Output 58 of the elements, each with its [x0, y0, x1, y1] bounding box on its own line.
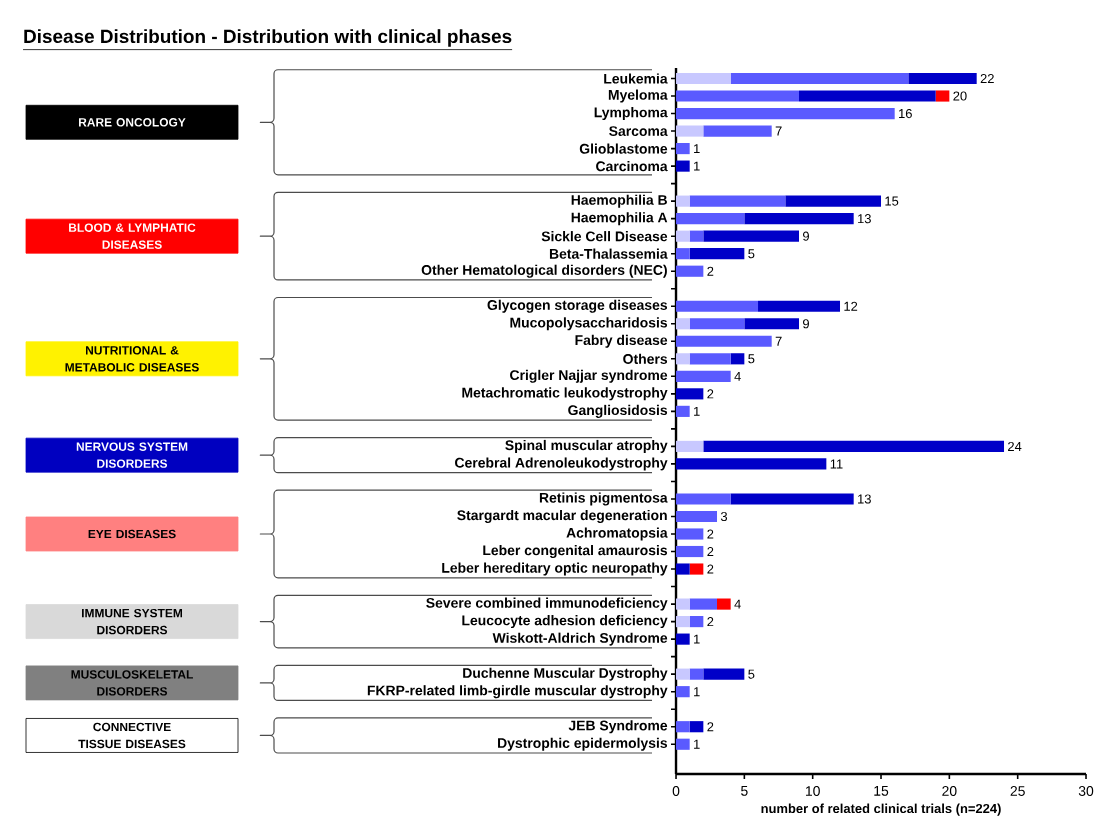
- bar: [676, 230, 690, 242]
- bar: [676, 510, 718, 522]
- bar: [730, 353, 745, 365]
- bar: [744, 318, 800, 330]
- bar: [703, 230, 800, 242]
- bar: [676, 300, 759, 312]
- bar: [676, 458, 827, 470]
- bar: [676, 160, 690, 172]
- bar: [744, 212, 854, 225]
- bar: [676, 685, 690, 698]
- bar: [730, 493, 854, 505]
- bar: [676, 668, 690, 680]
- bar: [730, 72, 909, 84]
- bar: [676, 370, 731, 382]
- bar: [676, 142, 690, 154]
- bar: [703, 668, 745, 680]
- bar: [676, 90, 800, 102]
- bar: [676, 493, 731, 505]
- bar: [676, 388, 704, 400]
- bar: [676, 598, 690, 610]
- bar: [676, 528, 704, 540]
- bar: [689, 230, 704, 242]
- bar: [785, 195, 882, 207]
- bar: [689, 318, 745, 330]
- bar: [703, 440, 1005, 452]
- bar: [676, 107, 895, 119]
- bar: [676, 125, 704, 137]
- bar: [689, 720, 704, 733]
- bar: [676, 405, 690, 417]
- bar: [676, 545, 704, 557]
- bar: [676, 212, 745, 225]
- bar: [676, 318, 690, 330]
- bar: [689, 615, 704, 628]
- bar: [799, 90, 936, 102]
- bar: [689, 598, 718, 610]
- bar: [703, 125, 772, 137]
- bar: [676, 563, 690, 575]
- bar: [676, 615, 690, 628]
- bar: [689, 563, 704, 575]
- bar: [676, 247, 690, 260]
- text: Disease Distribution - Distribution with clinical phases: [24, 29, 512, 47]
- bar: [676, 265, 704, 277]
- bar: [676, 353, 690, 365]
- bar: [689, 247, 745, 260]
- bar: [689, 668, 704, 680]
- bar: [935, 90, 950, 102]
- bar: [717, 598, 731, 610]
- bar: [676, 195, 690, 207]
- bar: [676, 335, 772, 347]
- bar: [676, 72, 731, 84]
- bar: [676, 720, 690, 733]
- bar: [689, 195, 786, 207]
- bar: [676, 738, 690, 750]
- bar: [758, 300, 841, 312]
- bar: [908, 72, 977, 84]
- bar: [689, 353, 731, 365]
- bar: [676, 633, 690, 645]
- bar: [676, 440, 704, 452]
